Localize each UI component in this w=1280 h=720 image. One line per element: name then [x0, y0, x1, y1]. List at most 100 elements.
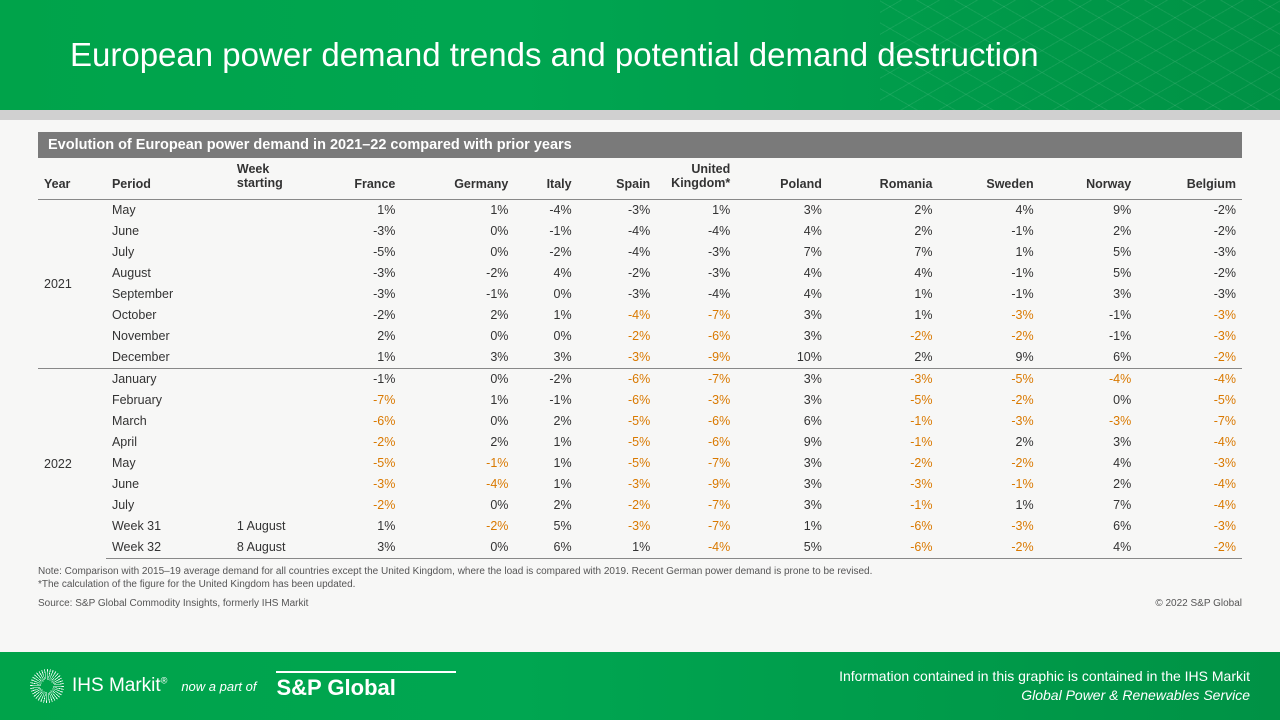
value-cell: -6% — [578, 390, 657, 411]
value-cell: -1% — [1040, 305, 1138, 326]
value-cell: -6% — [656, 326, 736, 347]
value-cell: -3% — [656, 263, 736, 284]
value-cell: 3% — [736, 199, 828, 221]
value-cell: -3% — [311, 474, 401, 495]
value-cell: -4% — [1040, 368, 1138, 390]
now-part-of-text: now a part of — [181, 679, 256, 694]
value-cell: 3% — [1040, 432, 1138, 453]
value-cell: 9% — [938, 347, 1039, 369]
header-divider — [0, 110, 1280, 120]
demand-table: YearPeriodWeekstartingFranceGermanyItaly… — [38, 158, 1242, 559]
value-cell: 3% — [736, 305, 828, 326]
value-cell: -4% — [1137, 432, 1242, 453]
value-cell: -2% — [578, 495, 657, 516]
value-cell: -3% — [1040, 411, 1138, 432]
value-cell: 3% — [1040, 284, 1138, 305]
value-cell: -1% — [514, 221, 577, 242]
col-header: Belgium — [1137, 158, 1242, 199]
value-cell: 1% — [578, 537, 657, 559]
col-header: Italy — [514, 158, 577, 199]
value-cell: -2% — [1137, 263, 1242, 284]
header-banner: European power demand trends and potenti… — [0, 0, 1280, 110]
value-cell: 4% — [736, 263, 828, 284]
value-cell: 10% — [736, 347, 828, 369]
value-cell: -3% — [311, 263, 401, 284]
value-cell: 3% — [311, 537, 401, 559]
col-header: Sweden — [938, 158, 1039, 199]
value-cell: 1% — [828, 284, 939, 305]
value-cell: -6% — [578, 368, 657, 390]
value-cell: 5% — [1040, 242, 1138, 263]
period-cell: Week 31 — [106, 516, 231, 537]
table-row: 2021May1%1%-4%-3%1%3%2%4%9%-2% — [38, 199, 1242, 221]
value-cell: -5% — [828, 390, 939, 411]
value-cell: -7% — [311, 390, 401, 411]
value-cell: 2% — [311, 326, 401, 347]
sp-global-logo: S&P Global — [276, 671, 456, 701]
value-cell: -2% — [938, 326, 1039, 347]
col-header: UnitedKingdom* — [656, 158, 736, 199]
value-cell: 3% — [736, 495, 828, 516]
value-cell: 3% — [736, 368, 828, 390]
value-cell: 3% — [514, 347, 577, 369]
period-cell: September — [106, 284, 231, 305]
period-cell: June — [106, 221, 231, 242]
value-cell: -6% — [656, 432, 736, 453]
value-cell: 4% — [1040, 453, 1138, 474]
period-cell: December — [106, 347, 231, 369]
value-cell: -2% — [828, 326, 939, 347]
value-cell: 9% — [1040, 199, 1138, 221]
col-header: Spain — [578, 158, 657, 199]
value-cell: -2% — [401, 263, 514, 284]
footer-info: Information contained in this graphic is… — [839, 667, 1250, 705]
value-cell: 4% — [938, 199, 1039, 221]
table-row: June-3%-4%1%-3%-9%3%-3%-1%2%-4% — [38, 474, 1242, 495]
year-cell: 2022 — [38, 368, 106, 558]
period-cell: October — [106, 305, 231, 326]
value-cell: -3% — [1137, 453, 1242, 474]
value-cell: -5% — [311, 242, 401, 263]
value-cell: -2% — [1137, 221, 1242, 242]
value-cell: -2% — [578, 263, 657, 284]
value-cell: 7% — [736, 242, 828, 263]
col-header: Norway — [1040, 158, 1138, 199]
value-cell: 0% — [401, 495, 514, 516]
value-cell: 2% — [514, 495, 577, 516]
value-cell: -2% — [828, 453, 939, 474]
week-cell — [231, 221, 311, 242]
value-cell: 6% — [1040, 347, 1138, 369]
value-cell: -4% — [656, 284, 736, 305]
value-cell: 1% — [656, 199, 736, 221]
week-cell — [231, 390, 311, 411]
value-cell: -3% — [578, 284, 657, 305]
table-row: December1%3%3%-3%-9%10%2%9%6%-2% — [38, 347, 1242, 369]
table-row: March-6%0%2%-5%-6%6%-1%-3%-3%-7% — [38, 411, 1242, 432]
value-cell: -2% — [938, 390, 1039, 411]
value-cell: -7% — [656, 368, 736, 390]
value-cell: -7% — [656, 305, 736, 326]
value-cell: 5% — [514, 516, 577, 537]
value-cell: -6% — [656, 411, 736, 432]
period-cell: January — [106, 368, 231, 390]
value-cell: 3% — [401, 347, 514, 369]
period-cell: February — [106, 390, 231, 411]
value-cell: -6% — [828, 516, 939, 537]
copyright-text: © 2022 S&P Global — [1155, 598, 1242, 609]
value-cell: 2% — [401, 432, 514, 453]
value-cell: -3% — [578, 474, 657, 495]
value-cell: 1% — [514, 453, 577, 474]
value-cell: -2% — [1137, 347, 1242, 369]
value-cell: -3% — [828, 474, 939, 495]
value-cell: -6% — [828, 537, 939, 559]
value-cell: 3% — [736, 326, 828, 347]
table-row: Week 328 August3%0%6%1%-4%5%-6%-2%4%-2% — [38, 537, 1242, 559]
table-row: November2%0%0%-2%-6%3%-2%-2%-1%-3% — [38, 326, 1242, 347]
footer-info-line2: Global Power & Renewables Service — [839, 686, 1250, 705]
value-cell: -1% — [938, 474, 1039, 495]
table-row: February-7%1%-1%-6%-3%3%-5%-2%0%-5% — [38, 390, 1242, 411]
value-cell: 1% — [401, 199, 514, 221]
ihs-markit-logo: IHS Markit® — [30, 669, 167, 703]
week-cell — [231, 242, 311, 263]
period-cell: Week 32 — [106, 537, 231, 559]
value-cell: -2% — [1137, 199, 1242, 221]
